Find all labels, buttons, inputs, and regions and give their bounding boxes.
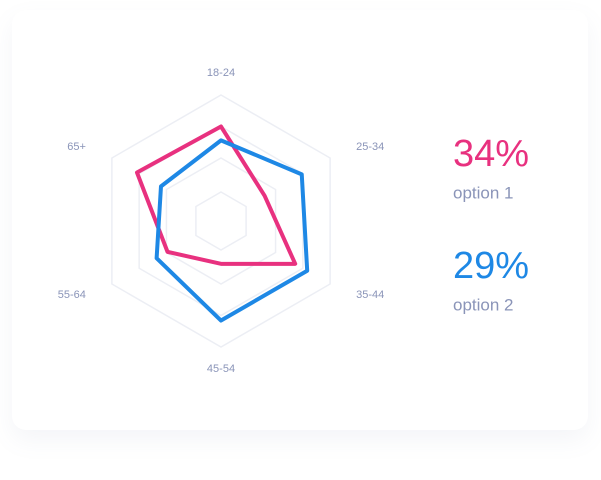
- summary-value: 29%: [453, 245, 529, 287]
- grid-ring: [165, 157, 277, 285]
- axis-label: 18-24: [207, 67, 235, 79]
- series-line: [134, 124, 298, 266]
- legend-label: option 2: [453, 295, 514, 314]
- axis-label: 35-44: [356, 289, 384, 301]
- legend-label: option 1: [453, 183, 514, 202]
- axis-label: 45-54: [207, 363, 235, 375]
- axis-label: 65+: [67, 141, 86, 153]
- axis-label: 55-64: [58, 289, 86, 301]
- card: [12, 10, 588, 430]
- series-line: [154, 138, 310, 323]
- axis-label: 25-34: [356, 141, 384, 153]
- grid-ring: [195, 191, 247, 251]
- summary-value: 34%: [453, 133, 529, 175]
- grid-ring: [111, 94, 331, 348]
